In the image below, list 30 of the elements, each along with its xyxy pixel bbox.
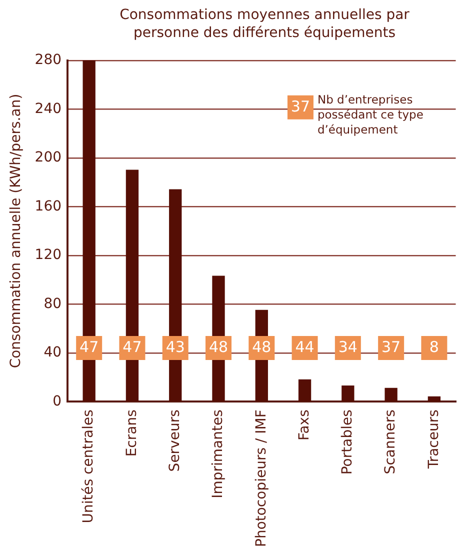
annotation: 48 bbox=[252, 338, 272, 356]
x-tick-label: Serveurs bbox=[167, 410, 184, 472]
annotation: 47 bbox=[122, 338, 142, 356]
x-tick-label: Faxs bbox=[296, 410, 312, 441]
annotation: Nb d’entreprises possédant ce type d’équipement bbox=[317, 92, 424, 136]
x-tick-label: Traceurs bbox=[426, 410, 442, 470]
x-tick-label: Photocopieurs / IMF bbox=[253, 410, 270, 547]
y-tick-label: 280 bbox=[34, 52, 62, 68]
annotation: 44 bbox=[295, 338, 314, 356]
annotation: 8 bbox=[429, 338, 439, 356]
annotation: 43 bbox=[166, 338, 185, 356]
y-tick-label: 80 bbox=[44, 296, 62, 312]
annotation: 47 bbox=[80, 338, 99, 356]
y-tick-label: 160 bbox=[34, 198, 62, 214]
x-tick-label: Scanners bbox=[382, 410, 399, 474]
annotation: 34 bbox=[338, 338, 358, 356]
x-tick-label: Imprimantes bbox=[210, 410, 226, 498]
chart-title: Consommations moyennes annuelles par personne des différents équipements bbox=[118, 6, 410, 43]
y-tick-label: 0 bbox=[52, 393, 62, 410]
annotation: 37 bbox=[382, 338, 401, 356]
annotation: 37 bbox=[290, 97, 310, 116]
x-tick-label: Portables bbox=[340, 410, 356, 475]
x-tick-label: Ecrans bbox=[124, 410, 140, 457]
y-tick-label: 40 bbox=[44, 344, 62, 361]
y-tick-label: 240 bbox=[34, 100, 62, 117]
annotation: 48 bbox=[208, 338, 228, 356]
y-tick-label: 120 bbox=[34, 247, 62, 264]
y-axis-title: Consommation annuelle (KWh/pers.an) bbox=[8, 94, 24, 368]
y-tick-label: 200 bbox=[34, 150, 62, 166]
x-tick-label: Unités centrales bbox=[80, 410, 97, 524]
